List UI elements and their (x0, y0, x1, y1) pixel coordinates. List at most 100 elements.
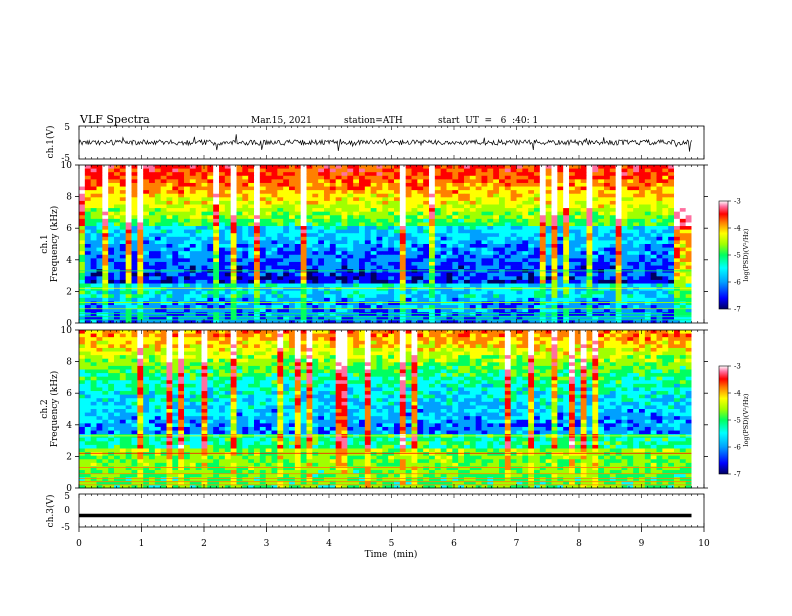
spectrogram-cell (394, 258, 400, 262)
spectrogram-cell (645, 230, 651, 234)
spectrogram-cell (225, 172, 231, 176)
spectrogram-cell (143, 248, 149, 252)
spectrogram-cell (184, 255, 190, 259)
spectrogram-cell (196, 237, 202, 241)
spectrogram-cell (552, 183, 558, 187)
spectrogram-cell (493, 301, 499, 305)
spectrogram-cell (622, 194, 628, 198)
spectrogram-cell (371, 226, 377, 230)
spectrogram-cell (242, 230, 248, 234)
spectrogram-cell (318, 190, 324, 194)
spectrogram-cell (85, 266, 91, 270)
spectrogram-cell (662, 205, 668, 209)
spectrogram-cell (557, 205, 563, 209)
spectrogram-cell (190, 280, 196, 284)
spectrogram-cell (680, 294, 686, 298)
spectrogram-cell (598, 190, 604, 194)
spectrogram-cell (487, 240, 493, 244)
spectrogram-cell (318, 287, 324, 291)
spectrogram-cell (627, 334, 633, 338)
spectrogram-cell (120, 179, 126, 183)
spectrogram-cell (575, 312, 581, 316)
spectrogram-cell (423, 172, 429, 176)
spectrogram-cell (149, 287, 155, 291)
spectrogram-cell (441, 248, 447, 252)
spectrogram-cell (447, 294, 453, 298)
spectrogram-cell (359, 309, 365, 313)
spectrogram-cell (575, 291, 581, 295)
spectrogram-cell (277, 266, 283, 270)
spectrogram-cell (178, 287, 184, 291)
spectrogram-cell (388, 212, 394, 216)
spectrogram-cell (359, 255, 365, 259)
spectrogram-cell (598, 226, 604, 230)
spectrogram-cell (447, 276, 453, 280)
spectrogram-cell (137, 262, 143, 266)
spectrogram-cell (377, 248, 383, 252)
spectrogram-cell (581, 212, 587, 216)
spectrogram-cell (172, 179, 178, 183)
spectrogram-cell (592, 201, 598, 205)
spectrogram-cell (272, 312, 278, 316)
spectrogram-cell (464, 276, 470, 280)
spectrogram-cell (639, 273, 645, 277)
spectrogram-cell (400, 284, 406, 288)
spectrogram-cell (342, 266, 348, 270)
spectrogram-cell (511, 262, 517, 266)
spectrogram-cell (225, 201, 231, 205)
spectrogram-cell (598, 301, 604, 305)
spectrogram-cell (79, 169, 85, 173)
spectrogram-cell (616, 222, 622, 226)
spectrogram-cell (458, 291, 464, 295)
spectrogram-cell (207, 233, 213, 237)
spectrogram-cell (272, 248, 278, 252)
spectrogram-cell (143, 280, 149, 284)
spectrogram-cell (342, 276, 348, 280)
spectrogram-cell (406, 244, 412, 248)
spectrogram-cell (517, 330, 523, 334)
spectrogram-cell (627, 262, 633, 266)
spectrogram-cell (511, 237, 517, 241)
spectrogram-cell (277, 294, 283, 298)
spectrogram-cell (563, 194, 569, 198)
spectrogram-cell (196, 194, 202, 198)
spectrogram-cell (394, 165, 400, 169)
spectrogram-cell (627, 219, 633, 223)
spectrogram-cell (161, 222, 167, 226)
spectrogram-cell (91, 298, 97, 302)
spectrogram-cell (388, 280, 394, 284)
spectrogram-cell (277, 244, 283, 248)
spectrogram-cell (662, 330, 668, 334)
spectrogram-cell (184, 219, 190, 223)
spectrogram-cell (587, 208, 593, 212)
spectrogram-cell (563, 237, 569, 241)
spectrogram-cell (552, 197, 558, 201)
spectrogram-cell (581, 197, 587, 201)
spectrogram-cell (657, 226, 663, 230)
spectrogram-cell (324, 197, 330, 201)
spectrogram-cell (423, 233, 429, 237)
spectrogram-cell (126, 208, 132, 212)
spectrogram-cell (365, 312, 371, 316)
spectrogram-cell (301, 248, 307, 252)
spectrogram-cell (680, 334, 686, 338)
spectrogram-cell (108, 222, 114, 226)
spectrogram-cell (534, 330, 540, 334)
spectrogram-cell (552, 240, 558, 244)
spectrogram-cell (202, 165, 208, 169)
spectrogram-cell (283, 197, 289, 201)
header-date: Mar.15, 2021 (251, 116, 312, 126)
spectrogram-cell (528, 176, 534, 180)
spectrogram-cell (97, 226, 103, 230)
spectrogram-cell (359, 237, 365, 241)
spectrogram-cell (371, 309, 377, 313)
spectrogram-cell (248, 169, 254, 173)
spectrogram-cell (616, 205, 622, 209)
spectrogram-cell (353, 262, 359, 266)
spectrogram-cell (184, 194, 190, 198)
spectrogram-cell (307, 197, 313, 201)
spectrogram-cell (569, 233, 575, 237)
spectrogram-cell (97, 258, 103, 262)
spectrogram-cell (365, 276, 371, 280)
spectrogram-cell (575, 222, 581, 226)
